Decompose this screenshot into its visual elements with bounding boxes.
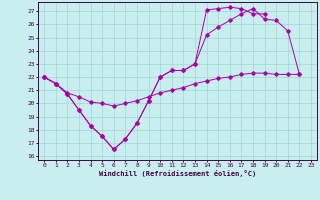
X-axis label: Windchill (Refroidissement éolien,°C): Windchill (Refroidissement éolien,°C) bbox=[99, 170, 256, 177]
